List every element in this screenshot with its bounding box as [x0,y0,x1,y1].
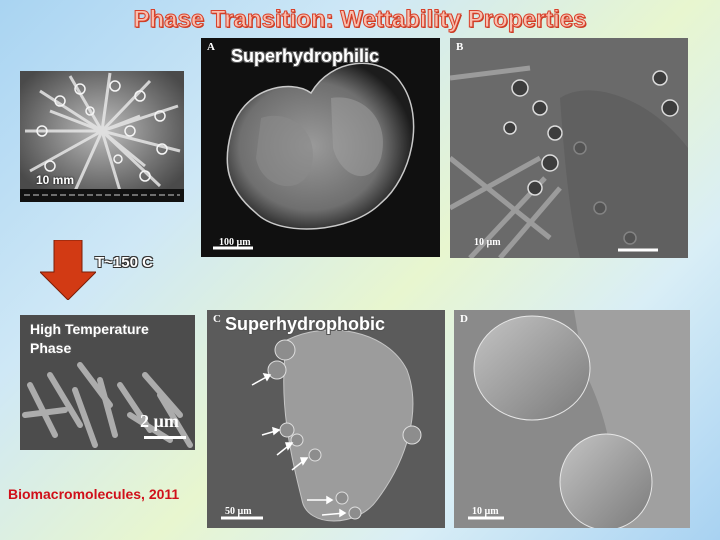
panel-c-scale-label: 50 µm [225,506,252,517]
sem-panel-a: A Superhydrophilic 100 µm [201,38,440,257]
nanotube-scale-label: 10 mm [36,173,75,187]
sem-panel-d: D 10 µm [454,310,690,528]
panel-a-letter: A [207,41,215,53]
citation: Biomacromolecules, 2011 [8,486,180,502]
sem-panel-c: C Superhydrophobic 50 µm [207,310,445,528]
rods-graphic [20,315,195,450]
superhydrophilic-label: Superhydrophilic [231,46,380,66]
sem-image-nanotubes: 10 mm [20,71,184,202]
high-temp-scale-bar [144,436,186,439]
droplet-spread-graphic [201,38,440,257]
sem-panel-b: B 10 µm [450,38,688,258]
high-temp-scale-label: 2 µm [140,411,179,431]
high-temp-label-line2: Phase [30,340,72,356]
panel-a-scale-label: 100 µm [219,237,251,248]
sem-image-high-temp-phase: High Temperature Phase 2 µm [20,315,195,450]
temperature-label: T~150 C [95,254,153,271]
droplet-beads-graphic [207,310,445,528]
nanotube-bundle-graphic [20,71,184,202]
superhydrophobic-label: Superhydrophobic [225,314,386,334]
panel-d-scale-label: 10 µm [472,506,499,517]
high-temp-label-line1: High Temperature [30,321,149,337]
panel-b-scale-label: 10 µm [474,237,501,248]
arrow-down-icon [40,240,96,300]
panel-c-letter: C [213,313,221,325]
panel-b-letter: B [456,41,464,53]
slide-title: Phase Transition: Wettability Properties [133,6,587,34]
droplet-closeup-graphic [454,310,690,528]
panel-d-letter: D [460,313,468,325]
tubular-network-graphic [450,38,688,258]
